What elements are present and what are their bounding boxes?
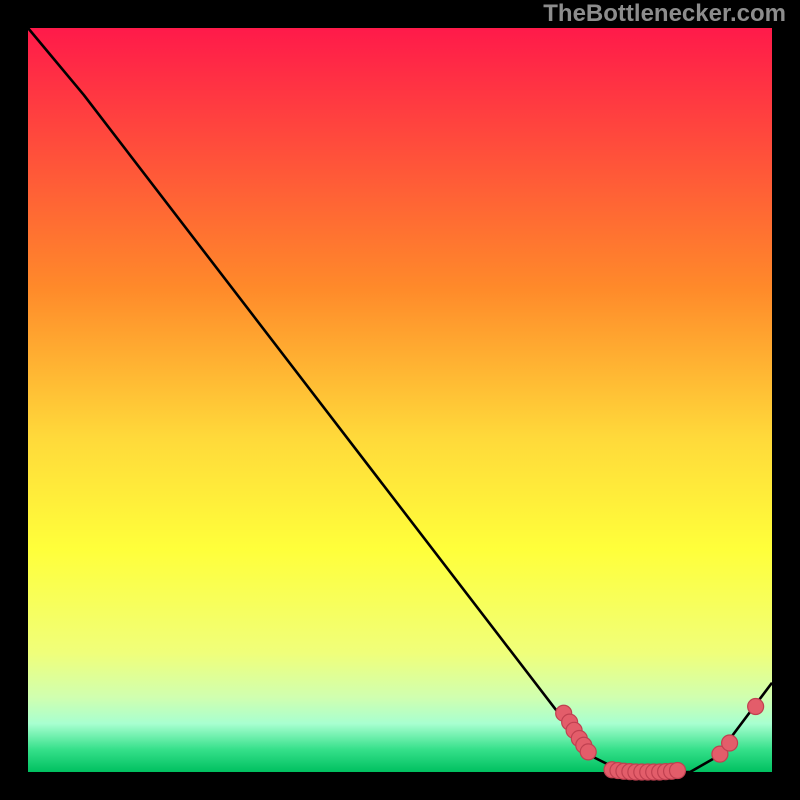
marker-point <box>670 763 686 779</box>
chart-svg <box>0 0 800 800</box>
watermark-text: TheBottlenecker.com <box>543 0 786 28</box>
marker-point <box>722 735 738 751</box>
marker-point <box>748 699 764 715</box>
chart-root: TheBottlenecker.com <box>0 0 800 800</box>
marker-point <box>580 744 596 760</box>
plot-background <box>28 28 772 772</box>
